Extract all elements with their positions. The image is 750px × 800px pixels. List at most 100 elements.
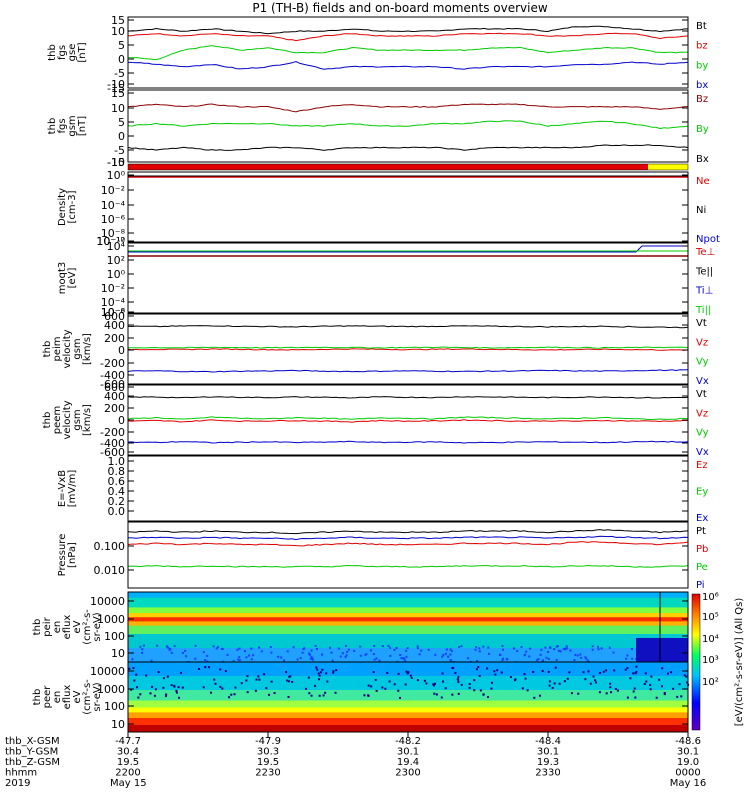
series-vy-line	[127, 346, 689, 349]
heatmap-speckle	[194, 644, 197, 647]
heatmap-speckle	[547, 651, 550, 654]
y-tick-label: 600	[104, 381, 125, 394]
heatmap-speckle	[594, 681, 597, 684]
heatmap-speckle	[549, 646, 552, 649]
x-row-label: hhmm	[5, 768, 37, 779]
heatmap-speckle	[613, 669, 616, 672]
heatmap-speckle	[287, 695, 290, 698]
heatmap-speckle	[169, 647, 172, 650]
legend-pt: Pt	[696, 526, 706, 537]
series-pi-line	[127, 535, 689, 541]
heatmap-speckle	[150, 659, 153, 662]
legend-pe: Pe	[696, 562, 708, 573]
heatmap-speckle	[258, 646, 261, 649]
y-tick-label: -15	[107, 82, 125, 95]
legend-ti⊥: Ti⊥	[695, 286, 713, 297]
heatmap-speckle	[514, 679, 517, 682]
series-pt-line	[127, 529, 689, 535]
y-tick-label: 10⁴	[107, 240, 126, 253]
heatmap-speckle	[525, 650, 528, 653]
colorbar: 10⁶ 10⁵ 10⁴ 10³ 10² [eV/(cm²-s-sr-eV)] (All Q…	[691, 592, 745, 731]
heatmap-speckle	[166, 675, 169, 678]
y-axis-label-line: [nT]	[77, 116, 88, 136]
heatmap-speckle	[490, 687, 493, 690]
y-tick-label: 10000	[90, 595, 125, 608]
heatmap-speckle	[545, 656, 548, 659]
heatmap-speckle	[410, 676, 413, 679]
heatmap-speckle	[372, 653, 375, 656]
series-vz-line	[127, 348, 689, 351]
heatmap-speckle	[570, 692, 573, 695]
heatmap-speckle	[573, 659, 576, 662]
heatmap-speckle	[212, 645, 215, 648]
heatmap-speckle	[204, 666, 207, 669]
heatmap-speckle	[248, 654, 251, 657]
heatmap-speckle	[587, 670, 590, 673]
heatmap-speckle	[658, 678, 661, 681]
heatmap-speckle	[591, 645, 594, 648]
heatmap-speckle	[296, 658, 299, 661]
series-ti-step	[635, 245, 688, 253]
heatmap-speckle	[260, 650, 263, 653]
y-axis-label-line: gsm	[67, 115, 78, 136]
heatmap-speckle	[221, 687, 224, 690]
heatmap-speckle	[626, 654, 629, 657]
heatmap-speckle	[649, 684, 652, 687]
y-axis-label-line: en	[52, 691, 63, 704]
y-tick-label: 10⁻¹²	[96, 235, 125, 248]
heatmap-speckle	[304, 687, 307, 690]
panel-frame	[127, 521, 689, 589]
y-axis-label-line: [nPa]	[67, 542, 78, 568]
y-axis-label-line: peim	[52, 336, 63, 361]
heatmap-speckle	[626, 667, 629, 670]
y-axis-label: thb peim velocity gsm [km/s]	[42, 329, 93, 368]
heatmap-speckle	[393, 683, 396, 686]
y-tick-label: 10⁻²	[101, 184, 125, 197]
y-tick-label: 0.100	[94, 540, 126, 553]
heatmap-speckle	[631, 648, 634, 651]
x-row-label: thb_X-GSM	[5, 736, 60, 747]
y-axis-label-line: fgs	[57, 45, 68, 60]
colorbar-tick-label: 10³	[702, 655, 719, 666]
heatmap-speckle	[286, 679, 289, 682]
x-tick-label: 30.1	[677, 747, 699, 758]
series-pb-line	[127, 541, 689, 547]
heatmap-speckle	[406, 647, 409, 650]
heatmap-speckle	[388, 680, 391, 683]
legend-vz: Vz	[696, 337, 708, 348]
panel-frame	[127, 16, 689, 89]
legend-pb: Pb	[696, 544, 708, 555]
y-tick-label: 5	[118, 116, 125, 129]
heatmap-speckle	[206, 660, 209, 663]
heatmap-speckle	[177, 686, 180, 689]
y-axis-label: E=-VxB [mV/m]	[57, 470, 78, 508]
heatmap-speckle	[634, 696, 637, 699]
heatmap-speckle	[605, 669, 608, 672]
mode-bar	[127, 163, 689, 171]
heatmap-speckle	[487, 646, 490, 649]
y-tick-label: -5	[114, 67, 125, 80]
heatmap-speckle	[167, 646, 170, 649]
y-tick-label: -10	[107, 78, 125, 91]
heatmap-speckle	[599, 672, 602, 675]
heatmap-speckle	[460, 645, 463, 648]
heatmap-speckle	[562, 648, 565, 651]
series-by-line	[127, 45, 689, 61]
heatmap-speckle	[314, 644, 317, 647]
heatmap-speckle	[347, 648, 350, 651]
heatmap-speckle	[450, 650, 453, 653]
heatmap-speckle	[316, 668, 319, 671]
heatmap-speckle	[513, 647, 516, 650]
heatmap-speckle	[434, 682, 437, 685]
heatmap-speckle	[663, 691, 666, 694]
heatmap-speckle	[307, 676, 310, 679]
heatmap-speckle	[395, 646, 398, 649]
heatmap-speckle	[181, 651, 184, 654]
heatmap-speckle	[310, 694, 313, 697]
heatmap-speckle	[645, 680, 648, 683]
heatmap-speckle	[482, 645, 485, 648]
y-tick-label: -5	[114, 144, 125, 157]
heatmap-speckle	[373, 658, 376, 661]
y-axis-label-line: velocity	[62, 329, 73, 368]
heatmap-speckle	[635, 665, 638, 668]
